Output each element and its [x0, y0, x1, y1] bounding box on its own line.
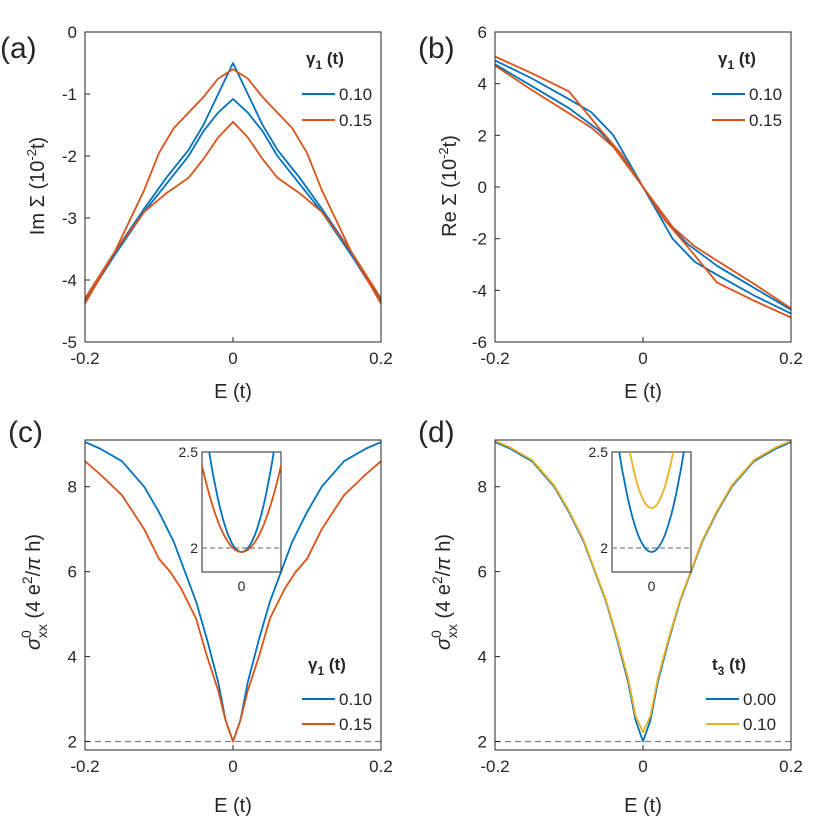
inset-y-tick-label-c-0: 2 [190, 540, 198, 556]
x-tick-label-a-1: 0 [228, 349, 237, 368]
y-tick-label-d-2: 6 [478, 563, 487, 582]
inset-y-tick-label-d-0: 2 [600, 540, 608, 556]
panel-b: (b) -0.2 0 0.2 -6 -4 -2 0 2 4 6 E (t) Re Σ (10-2t… [418, 23, 803, 403]
panel-a-plot: -0.2 0 0.2 -5 -4 -3 -2 -1 0 [62, 23, 393, 368]
inset-c: 22.50 [179, 444, 282, 594]
x-tick-label-c-2: 0.2 [369, 757, 393, 776]
x-tick-label-d-1: 0 [638, 757, 647, 776]
y-tick-label-a-4: -1 [62, 85, 77, 104]
x-tick-label-d-2: 0.2 [779, 757, 803, 776]
y-tick-label-d-3: 8 [478, 478, 487, 497]
series-line-a-3 [84, 68, 382, 305]
series-line-b-4 [494, 64, 792, 310]
y-tick-label-c-1: 4 [68, 648, 77, 667]
inset-frame-d [611, 451, 692, 573]
inset-series-line-d-1 [618, 452, 685, 553]
y-axis-label-d: σ0xx (4 e2/π h) [428, 534, 460, 650]
series-line-c-2 [84, 460, 382, 743]
legend-b: γ1 (t) 0.10 0.15 [712, 49, 782, 130]
legend-title-c: γ1 (t) [308, 655, 346, 678]
y-tick-label-c-0: 2 [68, 733, 77, 752]
y-tick-label-b-1: -4 [472, 281, 487, 300]
legend-a: γ1 (t) 0.10 0.15 [302, 49, 372, 130]
panel-label-d: (d) [418, 416, 455, 449]
inset-x-tick-label-d: 0 [648, 578, 656, 594]
y-tick-label-c-3: 8 [68, 478, 77, 497]
y-axis-label-c: σ0xx (4 e2/π h) [18, 534, 50, 650]
panel-label-b: (b) [418, 32, 455, 65]
y-tick-label-b-3: 0 [478, 178, 487, 197]
y-tick-label-a-5: 0 [68, 23, 77, 42]
y-tick-label-b-2: -2 [472, 230, 487, 249]
inset-d: 22.50 [589, 444, 692, 594]
inset-x-tick-label-c: 0 [238, 578, 246, 594]
x-tick-label-c-1: 0 [228, 757, 237, 776]
x-tick-label-a-0: -0.2 [70, 349, 99, 368]
legend-entry-b-1: 0.10 [749, 85, 782, 104]
legend-entry-c-1: 0.10 [339, 690, 372, 709]
legend-entry-b-2: 0.15 [749, 111, 782, 130]
legend-title-a: γ1 (t) [306, 49, 344, 72]
legend-title-b: γ1 (t) [718, 49, 756, 72]
x-axis-label-a: E (t) [214, 381, 252, 403]
y-tick-label-a-3: -2 [62, 147, 77, 166]
series-line-d-2 [494, 439, 792, 734]
x-axis-label-d: E (t) [624, 795, 662, 817]
y-tick-label-b-0: -6 [472, 333, 487, 352]
y-tick-label-d-0: 2 [478, 733, 487, 752]
panel-label-c: (c) [8, 416, 43, 449]
inset-y-tick-label-c-1: 2.5 [179, 444, 199, 460]
panel-b-plot: -0.2 0 0.2 -6 -4 -2 0 2 4 6 [472, 23, 803, 368]
y-tick-label-b-5: 4 [478, 75, 487, 94]
series-line-a-2 [84, 98, 382, 303]
legend-entry-d-1: 0.00 [743, 690, 776, 709]
y-tick-label-d-1: 4 [478, 648, 487, 667]
panel-d-plot: -0.2 0 0.2 2 4 6 8 [478, 439, 803, 776]
x-axis-label-b: E (t) [624, 381, 662, 403]
y-tick-label-a-0: -5 [62, 333, 77, 352]
x-tick-label-d-0: -0.2 [480, 757, 509, 776]
panel-c: (c) -0.2 0 0.2 2 4 6 8 E (t) σ0xx (4 e2/π h) γ… [8, 416, 393, 817]
y-axis-label-b: Re Σ (10-2t) [436, 135, 461, 237]
y-tick-label-c-2: 6 [68, 563, 77, 582]
y-tick-label-b-4: 2 [478, 126, 487, 145]
inset-series-line-c-2 [202, 465, 281, 553]
x-tick-label-b-2: 0.2 [779, 349, 803, 368]
y-tick-label-a-2: -3 [62, 209, 77, 228]
legend-d: t3 (t) 0.00 0.10 [706, 655, 776, 734]
plot-frame-a [84, 31, 382, 343]
panel-c-plot: -0.2 0 0.2 2 4 6 8 [68, 439, 393, 776]
y-axis-label-a: Im Σ (10-2t) [24, 137, 49, 235]
x-tick-label-b-0: -0.2 [480, 349, 509, 368]
series-line-a-1 [84, 62, 382, 300]
x-axis-label-c: E (t) [214, 795, 252, 817]
legend-title-d: t3 (t) [712, 655, 746, 678]
x-tick-label-b-1: 0 [638, 349, 647, 368]
legend-c: γ1 (t) 0.10 0.15 [302, 655, 372, 734]
x-tick-label-c-0: -0.2 [70, 757, 99, 776]
legend-entry-c-2: 0.15 [339, 715, 372, 734]
x-tick-label-a-2: 0.2 [369, 349, 393, 368]
legend-entry-a-2: 0.15 [339, 111, 372, 130]
inset-y-tick-label-d-1: 2.5 [589, 444, 609, 460]
y-tick-label-a-1: -4 [62, 271, 77, 290]
series-line-a-4 [84, 121, 382, 300]
inset-series-line-d-2 [628, 452, 675, 509]
legend-entry-d-2: 0.10 [743, 715, 776, 734]
legend-entry-a-1: 0.10 [339, 85, 372, 104]
y-tick-label-b-6: 6 [478, 23, 487, 42]
panel-a: (a) -0.2 0 0.2 -5 -4 -3 -2 -1 0 E (t) Im Σ (10-2… [0, 23, 393, 403]
panel-d: (d) -0.2 0 0.2 2 4 6 8 E (t) σ0xx (4 e2/π h) t… [418, 416, 803, 817]
panel-label-a: (a) [0, 32, 37, 65]
